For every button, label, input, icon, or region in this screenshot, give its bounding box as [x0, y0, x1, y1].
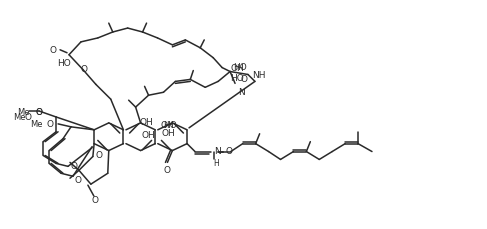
Text: O: O: [71, 161, 78, 170]
Text: O: O: [96, 150, 103, 159]
Text: Me: Me: [30, 120, 42, 129]
Text: O: O: [50, 46, 56, 55]
Text: O: O: [25, 113, 32, 122]
Text: OH: OH: [160, 121, 174, 130]
Text: O: O: [75, 175, 82, 184]
Text: OH: OH: [161, 129, 175, 138]
Text: O: O: [164, 165, 171, 174]
Text: N: N: [238, 87, 245, 96]
Text: O: O: [46, 120, 53, 129]
Text: O: O: [36, 107, 43, 116]
Text: O: O: [240, 75, 247, 84]
Text: OH: OH: [139, 118, 153, 127]
Text: N: N: [214, 146, 221, 155]
Text: NH: NH: [252, 71, 265, 80]
Text: OH: OH: [141, 131, 155, 140]
Text: HO: HO: [163, 121, 176, 130]
Text: O: O: [92, 196, 98, 204]
Text: O: O: [80, 65, 87, 74]
Text: HO: HO: [233, 63, 247, 72]
Text: O: O: [226, 146, 233, 155]
Text: H: H: [213, 158, 219, 167]
Text: HO: HO: [57, 59, 71, 68]
Text: Me: Me: [17, 107, 30, 116]
Text: Me: Me: [13, 113, 25, 122]
Text: HO: HO: [230, 74, 244, 83]
Text: OH: OH: [230, 64, 244, 73]
Text: O: O: [36, 107, 43, 116]
